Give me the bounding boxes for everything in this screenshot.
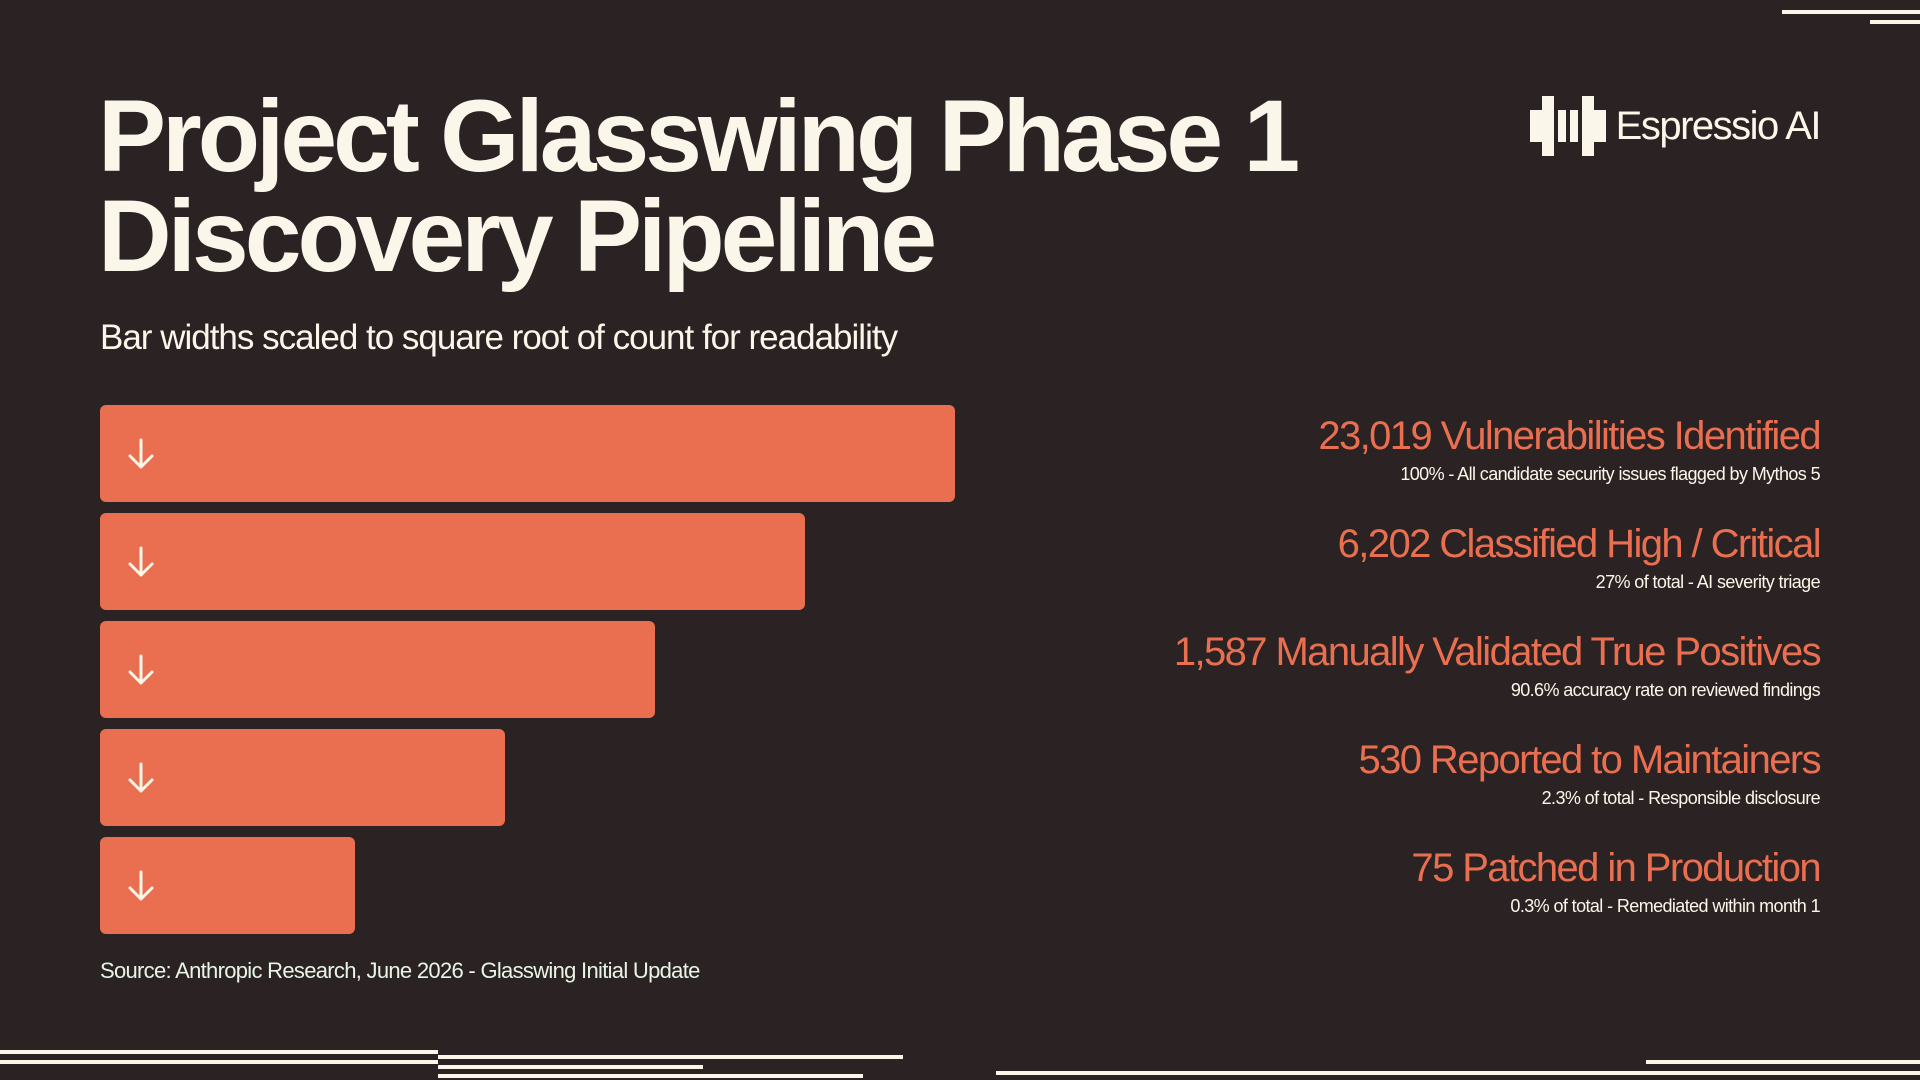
bottom-decor-line-3	[438, 1055, 903, 1059]
bottom-decor-line-2	[0, 1060, 438, 1064]
arrow-down-icon	[128, 870, 154, 900]
stage-5-value-label: 75 Patched in Production	[1411, 846, 1821, 890]
stage-2-description: 27% of total - AI severity triage	[1595, 572, 1821, 592]
arrow-down-icon	[128, 438, 154, 468]
stage-5-description: 0.3% of total - Remediated within month …	[1510, 896, 1820, 916]
arrow-down-icon	[128, 654, 154, 684]
stage-1: 23,019 Vulnerabilities Identified 100% - …	[1318, 412, 1821, 486]
subtitle: Bar widths scaled to square root of coun…	[100, 318, 898, 357]
funnel-bar-5	[100, 837, 355, 934]
brand-name: Espressio AI	[1615, 103, 1822, 148]
stage-4: 530 Reported to Maintainers 2.3% of total…	[1358, 736, 1821, 810]
bottom-decor-line-5	[438, 1074, 863, 1078]
stage-3-description: 90.6% accuracy rate on reviewed findings	[1510, 680, 1821, 700]
funnel-bar-1	[100, 405, 955, 502]
stage-1-value-label: 23,019 Vulnerabilities Identified	[1318, 414, 1821, 458]
stage-1-description: 100% - All candidate security issues fla…	[1400, 464, 1820, 484]
stage-3: 1,587 Manually Validated True Positives 9…	[1173, 628, 1822, 702]
stage-3-value-label: 1,587 Manually Validated True Positives	[1173, 630, 1822, 674]
arrow-down-icon	[128, 546, 154, 576]
stage-5: 75 Patched in Production 0.3% of total - …	[1411, 844, 1821, 918]
stage-4-value-label: 530 Reported to Maintainers	[1358, 738, 1821, 782]
funnel-bar-2	[100, 513, 805, 610]
arrow-down-icon	[128, 762, 154, 792]
page-title: Project Glasswing Phase 1 Discovery Pipe…	[98, 79, 1300, 293]
brand-logo: Espressio AI	[1529, 96, 1822, 156]
top-right-decor-line-2	[1870, 20, 1920, 24]
espressio-logo-icon	[1529, 96, 1606, 156]
funnel-bar-3	[100, 621, 655, 718]
bottom-decor-line-4	[438, 1065, 703, 1069]
bottom-decor-line-6	[996, 1071, 1920, 1075]
top-right-decor-line-1	[1782, 10, 1920, 14]
stage-2-value-label: 6,202 Classified High / Critical	[1337, 522, 1822, 566]
source-note: Source: Anthropic Research, June 2026 - …	[100, 958, 700, 983]
funnel-bar-4	[100, 729, 505, 826]
bottom-decor-line-7	[1646, 1060, 1920, 1064]
stage-2: 6,202 Classified High / Critical 27% of t…	[1337, 520, 1822, 594]
title-line-1: Project Glasswing Phase 1	[98, 79, 1300, 193]
bottom-decor-line-1	[0, 1050, 438, 1054]
title-line-2: Discovery Pipeline	[98, 179, 937, 293]
stage-4-description: 2.3% of total - Responsible disclosure	[1541, 788, 1821, 808]
